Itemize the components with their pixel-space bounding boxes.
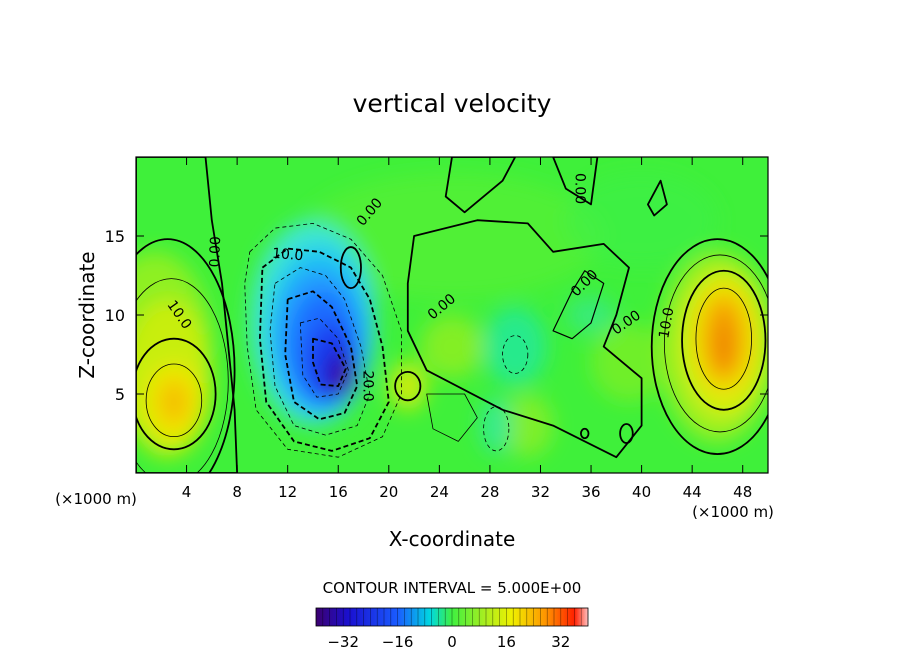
contour-label: 0.00 [572,173,588,204]
contour-line [552,157,599,206]
field-patch [502,394,554,458]
contour-line [444,157,517,214]
x-unit-right: (×1000 m) [692,503,774,521]
x-tick-label: 40 [632,483,651,501]
y-axis-label: Z-coordinate [75,251,99,378]
contour-line [681,269,767,411]
y-tick-label: 15 [105,227,125,246]
colorbar-stripes [322,608,582,626]
contour-line [312,337,347,387]
contour-label: 20.0 [359,371,375,402]
chart-title: vertical velocity [353,89,552,118]
contour-line [136,278,229,473]
field-patch [300,172,604,300]
contour-label: 10.0 [271,246,303,265]
contour-line [145,363,203,438]
x-tick-label: 48 [733,483,752,501]
colorbar-tick-label: 0 [447,633,457,651]
contour-line [619,423,634,444]
x-tick-label: 24 [430,483,449,501]
contour-lines [136,157,768,473]
contour-line [394,370,422,402]
contour-line [406,219,643,459]
field-patch [591,322,667,402]
contour-line [136,337,217,451]
colorbar-tick-label: 16 [497,633,516,651]
contour-line [663,254,768,433]
field-patch [420,315,484,379]
x-tick-label: 20 [379,483,398,501]
contour-line [552,270,605,340]
field-patch [713,321,734,372]
contour-line [136,157,238,473]
contour-label: 0.00 [207,236,224,268]
x-tick-label: 8 [232,483,242,501]
field-patch [388,362,427,410]
contour-line [647,179,668,217]
x-unit-left: (×1000 m) [55,490,137,508]
x-tick-label: 28 [480,483,499,501]
field-patch [483,307,547,387]
x-tick-label: 4 [182,483,192,501]
contour-line [259,247,390,452]
contour-line [339,246,362,290]
field-patch [335,363,354,393]
colorbar-tick-label: 32 [551,633,570,651]
x-tick-label: 12 [278,483,297,501]
x-tick-label: 32 [531,483,550,501]
contour-line [299,317,349,398]
y-axis: 5 10 15 [105,227,768,404]
colorbar-tick-label: −16 [382,633,414,651]
contour-line [244,223,402,458]
contour-line [269,267,371,436]
y-tick-label: 5 [115,385,125,404]
contour-interval-text: CONTOUR INTERVAL = 5.000E+00 [323,579,582,597]
x-axis-label: X-coordinate [389,527,516,551]
colorbar-tick-label: −32 [327,633,359,651]
x-tick-label: 44 [683,483,702,501]
contour-line [136,238,236,473]
field-patch [565,296,617,334]
x-tick-label: 16 [329,483,348,501]
x-axis: 4 8 12 16 20 24 28 32 36 40 44 48 [182,157,752,501]
contour-line [650,238,768,455]
contour-line [580,427,590,440]
x-tick-label: 36 [581,483,600,501]
colorbar: −32 −16 0 16 32 [315,607,589,651]
contour-line [502,335,529,374]
contour-label: 10.0 [656,306,677,339]
field-patch [158,379,190,425]
contour-line [483,406,510,452]
contour-line [426,393,478,442]
colorbar-ticks: −32 −16 0 16 32 [327,633,570,651]
contour-line [695,287,752,390]
y-tick-label: 10 [105,306,125,325]
